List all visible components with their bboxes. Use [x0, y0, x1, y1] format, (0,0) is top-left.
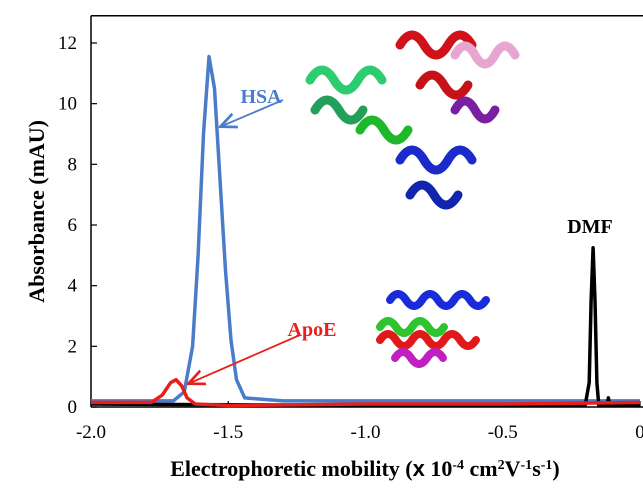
x-axis-title-part: s — [532, 456, 541, 481]
y-tick-label: 12 — [58, 33, 77, 54]
y-tick-label: 10 — [58, 94, 77, 115]
x-tick-label: -1.0 — [350, 422, 380, 443]
apoe-structure — [376, 290, 490, 368]
series-label: DMF — [567, 216, 613, 238]
x-tick-label: -2.0 — [76, 422, 106, 443]
series-line — [91, 377, 641, 408]
y-tick-label: 4 — [68, 276, 78, 297]
x-axis-title-part: 10 — [425, 456, 453, 481]
x-axis-title-part: cm — [464, 456, 498, 481]
x-tick-label: -1.5 — [213, 422, 243, 443]
y-axis-title: Absorbance (mAU) — [24, 120, 49, 303]
x-axis-title-part: ) — [552, 456, 559, 481]
x-axis-title-part: Electrophoretic mobility ( — [170, 456, 412, 481]
y-tick-label: 0 — [68, 397, 78, 418]
x-tick-label: -0.5 — [488, 422, 518, 443]
series-label: HSA — [240, 86, 282, 108]
x-axis-title-part: x — [413, 456, 426, 481]
x-axis-title-part: -4 — [452, 458, 464, 473]
y-tick-label: 8 — [68, 154, 78, 175]
x-axis-title-part: V — [505, 456, 521, 481]
y-tick-label: 6 — [68, 215, 78, 236]
apoe-arrow — [190, 334, 301, 383]
y-tick-label: 2 — [68, 336, 78, 357]
hsa-structure — [305, 30, 520, 210]
series-line — [90, 246, 640, 408]
x-axis-title-part: -1 — [541, 458, 553, 473]
x-tick-label: 0 — [635, 422, 643, 443]
series-line — [91, 54, 640, 403]
x-axis-title: Electrophoretic mobility (x 10-4 cm2V-1s… — [170, 456, 560, 481]
x-axis-title-part: 2 — [498, 458, 505, 473]
hsa-arrow — [222, 99, 284, 126]
x-axis-title-part: -1 — [521, 458, 533, 473]
